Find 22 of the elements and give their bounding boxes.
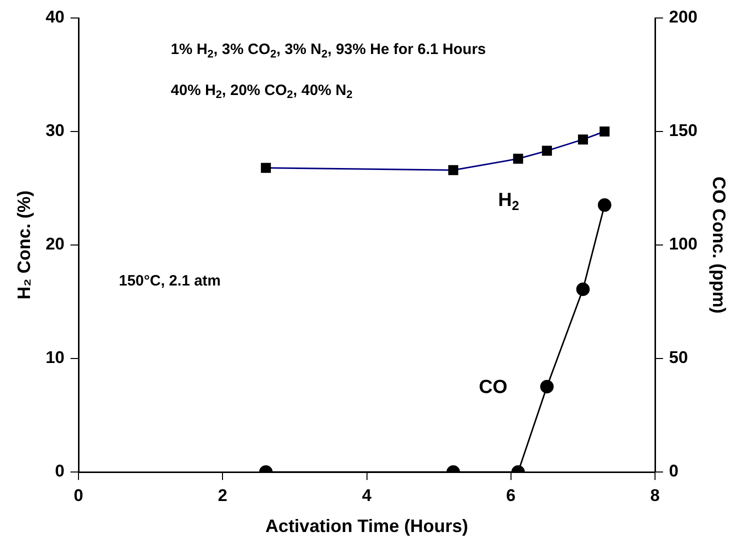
x-tick-label: 6 bbox=[506, 486, 516, 505]
series-label: CO bbox=[478, 376, 508, 398]
y2-axis-title: CO Conc. (ppm) bbox=[709, 176, 730, 314]
y-tick-label: 0 bbox=[55, 462, 65, 481]
x-tick-label: 4 bbox=[362, 486, 372, 505]
x-axis-title: Activation Time (Hours) bbox=[265, 516, 468, 536]
y2-tick-label: 0 bbox=[669, 462, 679, 481]
x-tick-label: 0 bbox=[74, 486, 84, 505]
y2-tick-label: 200 bbox=[669, 8, 698, 27]
y2-tick-label: 100 bbox=[669, 234, 698, 254]
y-tick-label: 10 bbox=[46, 348, 65, 368]
point bbox=[598, 198, 612, 212]
y-tick-label: 30 bbox=[46, 121, 65, 140]
x-tick-label: 2 bbox=[218, 486, 228, 505]
y-tick-label: 40 bbox=[46, 8, 65, 27]
point bbox=[576, 282, 590, 296]
x-tick-label: 8 bbox=[650, 486, 660, 505]
y-axis-title: H₂ Conc. (%) bbox=[14, 190, 34, 300]
annotation: 150°C, 2.1 atm bbox=[118, 272, 221, 290]
y-tick-label: 20 bbox=[46, 234, 65, 254]
y2-tick-label: 50 bbox=[669, 348, 688, 368]
y2-tick-label: 150 bbox=[669, 121, 698, 140]
